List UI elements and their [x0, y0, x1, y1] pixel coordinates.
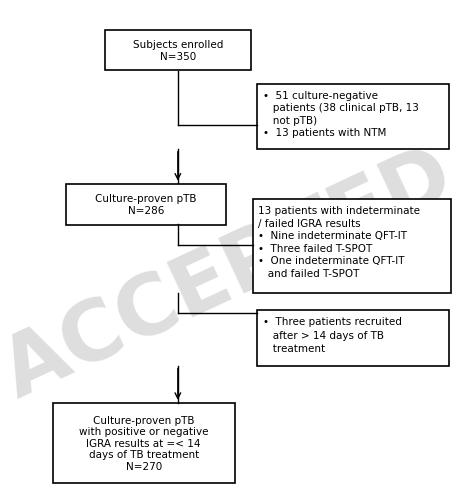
FancyBboxPatch shape — [257, 85, 448, 149]
Text: Culture-proven pTB: Culture-proven pTB — [95, 194, 197, 204]
Text: •  Three patients recruited: • Three patients recruited — [263, 317, 402, 326]
Text: after > 14 days of TB: after > 14 days of TB — [263, 330, 384, 340]
FancyBboxPatch shape — [105, 31, 251, 71]
Text: with positive or negative: with positive or negative — [79, 426, 209, 436]
Text: / failed IGRA results: / failed IGRA results — [258, 218, 361, 228]
FancyBboxPatch shape — [253, 200, 451, 294]
FancyBboxPatch shape — [257, 311, 448, 366]
Text: and failed T-SPOT: and failed T-SPOT — [258, 269, 360, 278]
Text: N=270: N=270 — [126, 461, 162, 471]
Text: N=286: N=286 — [128, 206, 164, 216]
Text: 13 patients with indeterminate: 13 patients with indeterminate — [258, 206, 420, 216]
Text: Culture-proven pTB: Culture-proven pTB — [93, 415, 194, 425]
FancyBboxPatch shape — [53, 403, 235, 482]
Text: •  One indeterminate QFT-IT: • One indeterminate QFT-IT — [258, 256, 405, 266]
Text: ACCEPTED: ACCEPTED — [0, 135, 466, 414]
Text: •  51 culture-negative: • 51 culture-negative — [263, 90, 378, 100]
Text: •  Nine indeterminate QFT-IT: • Nine indeterminate QFT-IT — [258, 231, 407, 241]
Text: not pTB): not pTB) — [263, 115, 317, 125]
Text: Subjects enrolled: Subjects enrolled — [133, 40, 223, 50]
Text: days of TB treatment: days of TB treatment — [89, 449, 199, 459]
Text: treatment: treatment — [263, 343, 325, 353]
Text: N=350: N=350 — [160, 52, 196, 62]
Text: •  Three failed T-SPOT: • Three failed T-SPOT — [258, 243, 373, 254]
Text: IGRA results at =< 14: IGRA results at =< 14 — [86, 438, 201, 448]
Text: •  13 patients with NTM: • 13 patients with NTM — [263, 128, 386, 138]
FancyBboxPatch shape — [66, 184, 226, 225]
Text: patients (38 clinical pTB, 13: patients (38 clinical pTB, 13 — [263, 103, 419, 113]
